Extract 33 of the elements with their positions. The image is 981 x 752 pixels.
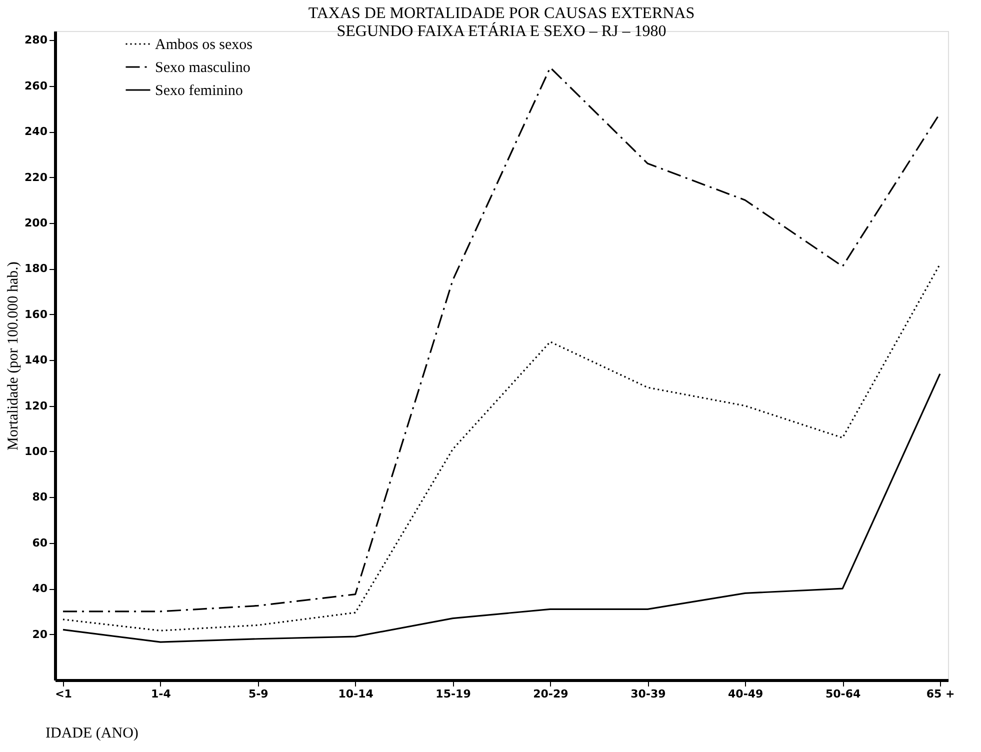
x-tick-label: 15-19: [436, 688, 471, 700]
text: TAXAS DE MORTALIDADE POR CAUSAS EXTERNAS: [308, 5, 695, 22]
x-tick-label: 5-9: [248, 688, 268, 700]
y-tick-label: 280: [24, 34, 48, 47]
text: SEGUNDO FAIXA ETÁRIA E SEXO – RJ – 1980: [336, 23, 666, 40]
x-tick-label: 20-29: [533, 688, 568, 700]
legend-label: Ambos os sexos: [155, 37, 253, 53]
y-tick-label: 260: [24, 79, 48, 92]
x-tick-label: 1-4: [151, 688, 172, 700]
y-tick-label: 20: [32, 628, 48, 641]
x-tick-label: 30-39: [630, 688, 666, 700]
x-tick-label: 50-64: [825, 688, 861, 700]
x-tick-label: 65 +: [926, 688, 955, 700]
y-tick-label: 180: [24, 262, 48, 276]
x-tick-label: 40-49: [728, 688, 764, 700]
y-tick-label: 220: [24, 170, 48, 184]
y-axis-title: Mortalidade (por 100.000 hab.): [6, 262, 22, 450]
y-tick-label: 100: [24, 444, 48, 458]
y-tick-label: 80: [32, 490, 48, 504]
line-series: [62, 263, 941, 632]
y-tick-label: 160: [24, 308, 48, 321]
y-tick-label: 140: [24, 354, 48, 367]
line-series: [62, 372, 941, 643]
legend-label: Sexo feminino: [155, 83, 243, 99]
y-tick-label: 240: [24, 125, 48, 138]
y-tick-label: 40: [32, 582, 48, 596]
y-tick-label: 200: [24, 216, 48, 230]
x-tick-label: <1: [55, 688, 72, 700]
y-tick-label: 120: [24, 399, 48, 412]
y-tick-label: 60: [32, 536, 48, 550]
x-axis-title: IDADE (ANO): [46, 726, 138, 742]
x-tick-label: 10-14: [338, 688, 374, 700]
legend-label: Sexo masculino: [155, 60, 250, 76]
